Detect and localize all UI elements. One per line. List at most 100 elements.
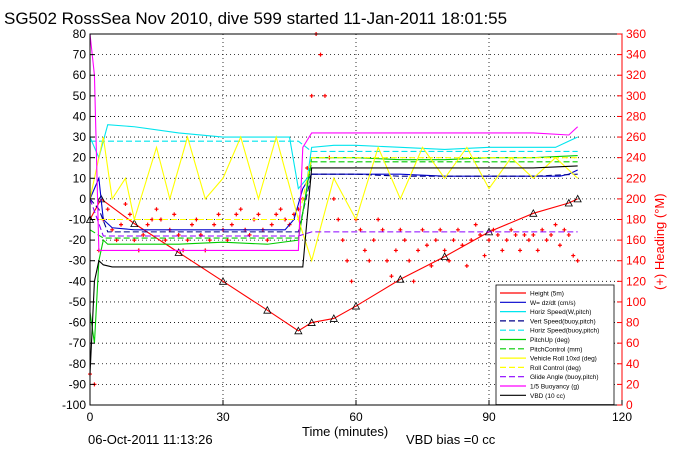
heading-point [557,243,562,248]
heading-point [269,222,274,227]
y-tick-label: -10 [69,213,87,227]
heading-point [416,248,421,253]
heading-point [513,232,518,237]
heading-point [402,238,407,243]
y2-tick-label: 160 [626,233,646,247]
y2-tick-label: 280 [626,109,646,123]
heading-point [349,279,354,284]
heading-point [562,227,567,232]
series-line-6 [89,161,578,239]
heading-point [540,227,545,232]
legend-label: VBD (10 cc) [530,393,565,400]
heading-point [145,222,150,227]
heading-point [176,232,181,237]
right-axis-label: (+) Heading (°M) [652,193,667,290]
heading-point [362,248,367,253]
legend-label: Roll Control (deg) [530,365,581,372]
legend-label: PitchUp (deg) [530,337,570,344]
heading-point [318,52,323,57]
y2-tick-label: 0 [626,398,633,412]
heading-point [309,93,314,98]
heading-point [229,222,234,227]
y2-tick-label: 80 [626,316,640,330]
heading-point [105,207,110,212]
x-tick-label: 30 [216,410,230,424]
heading-point [575,258,580,263]
y-tick-label: -90 [69,377,87,391]
y2-tick-label: 20 [626,377,640,391]
heading-point [256,212,261,217]
heading-point [123,202,128,207]
y2-tick-label: 300 [626,89,646,103]
heading-point [455,227,460,232]
y-tick-label: -30 [69,254,87,268]
series-marker [174,248,183,256]
heading-point [544,238,549,243]
heading-point [447,258,452,263]
series-marker [351,301,361,310]
heading-point [345,258,350,263]
legend-label: 1/5 Buoyancy (g) [530,384,579,391]
heading-point [238,207,243,212]
heading-point [127,212,132,217]
y-tick-label: -40 [69,274,87,288]
heading-point [518,248,523,253]
legend: Height (5m) W= dz/dt (cm/s) Horiz Speed(W,… [495,284,615,405]
series-line-1 [89,169,578,231]
y-tick-label: 80 [73,27,87,41]
y2-tick-label: 360 [626,27,646,41]
x-tick-label: 60 [349,410,363,424]
footer-note: VBD bias =0 cc [406,432,496,447]
heading-point [531,232,536,237]
heading-point [132,238,137,243]
y-tick-label: -70 [69,336,87,350]
series-line-11 [89,165,578,375]
heading-point [509,227,514,232]
heading-point [141,232,146,237]
series-line-8 [90,157,578,221]
heading-point [185,238,190,243]
heading-point [119,222,124,227]
heading-point [225,238,230,243]
y-tick-label: -60 [69,316,87,330]
series-line-3 [89,173,578,233]
heading-point [114,238,119,243]
series-marker [573,194,582,203]
heading-point [322,93,327,98]
heading-point [367,258,372,263]
heading-point [407,258,412,263]
heading-point [207,238,212,243]
y-tick-label: -80 [69,357,87,371]
y-tick-label: 20 [73,151,87,165]
heading-point [473,222,478,227]
heading-point [411,279,416,284]
y2-tick-label: 140 [626,254,646,268]
heading-point [535,248,540,253]
x-tick-label: 0 [87,410,94,424]
heading-point [464,263,469,268]
heading-point [487,238,491,243]
heading-point [189,222,194,227]
series-line-9 [89,198,578,237]
heading-point [234,212,239,217]
heading-point [385,258,390,263]
y2-tick-label: 60 [626,336,640,350]
series-line-4 [90,140,578,153]
series-marker [130,219,139,228]
series-line-2 [89,124,578,190]
heading-point [380,227,385,232]
heading-point [278,207,283,212]
y2-tick-label: 40 [626,357,640,371]
series-marker [440,252,449,261]
y2-tick-label: 320 [626,68,646,82]
grid [90,34,622,405]
heading-point [495,232,500,237]
heading-point [340,238,345,243]
heading-point [526,238,531,243]
heading-point [549,232,554,237]
y2-tick-label: 220 [626,171,646,185]
heading-point [336,217,341,222]
y2-tick-label: 260 [626,130,646,144]
y-tick-label: 30 [73,130,87,144]
